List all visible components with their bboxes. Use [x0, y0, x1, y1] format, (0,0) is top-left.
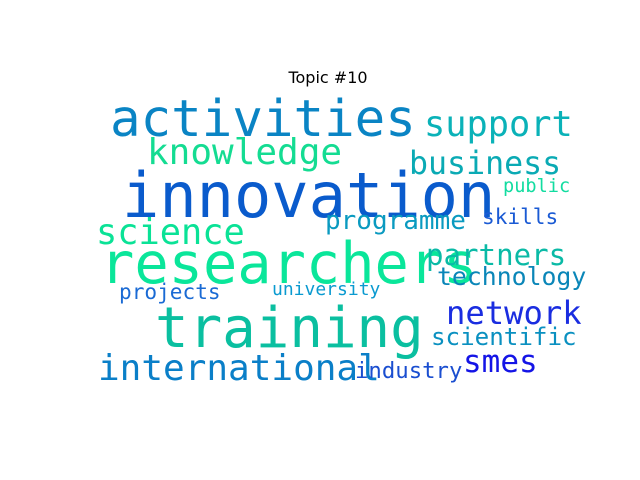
word-projects: projects [119, 279, 221, 304]
word-science: science [96, 212, 245, 253]
word-university: university [272, 279, 381, 300]
word-international: international [98, 348, 380, 389]
chart-title: Topic #10 [288, 68, 368, 87]
word-technology: technology [437, 262, 586, 291]
word-training: training [155, 296, 424, 361]
word-scientific: scientific [431, 323, 577, 351]
word-support: support [424, 104, 573, 145]
word-researchers: researchers [100, 231, 478, 297]
word-programme: programme [325, 206, 466, 236]
word-activities: activities [110, 89, 416, 148]
word-industry: industry [355, 358, 462, 384]
word-business: business [409, 146, 561, 182]
word-knowledge: knowledge [147, 132, 342, 173]
word-public: public [503, 176, 570, 197]
word-skills: skills [482, 204, 558, 229]
word-smes: smes [463, 344, 538, 380]
word-network: network [446, 294, 582, 332]
word-partners: partners [426, 238, 566, 272]
word-innovation: innovation [122, 159, 495, 232]
